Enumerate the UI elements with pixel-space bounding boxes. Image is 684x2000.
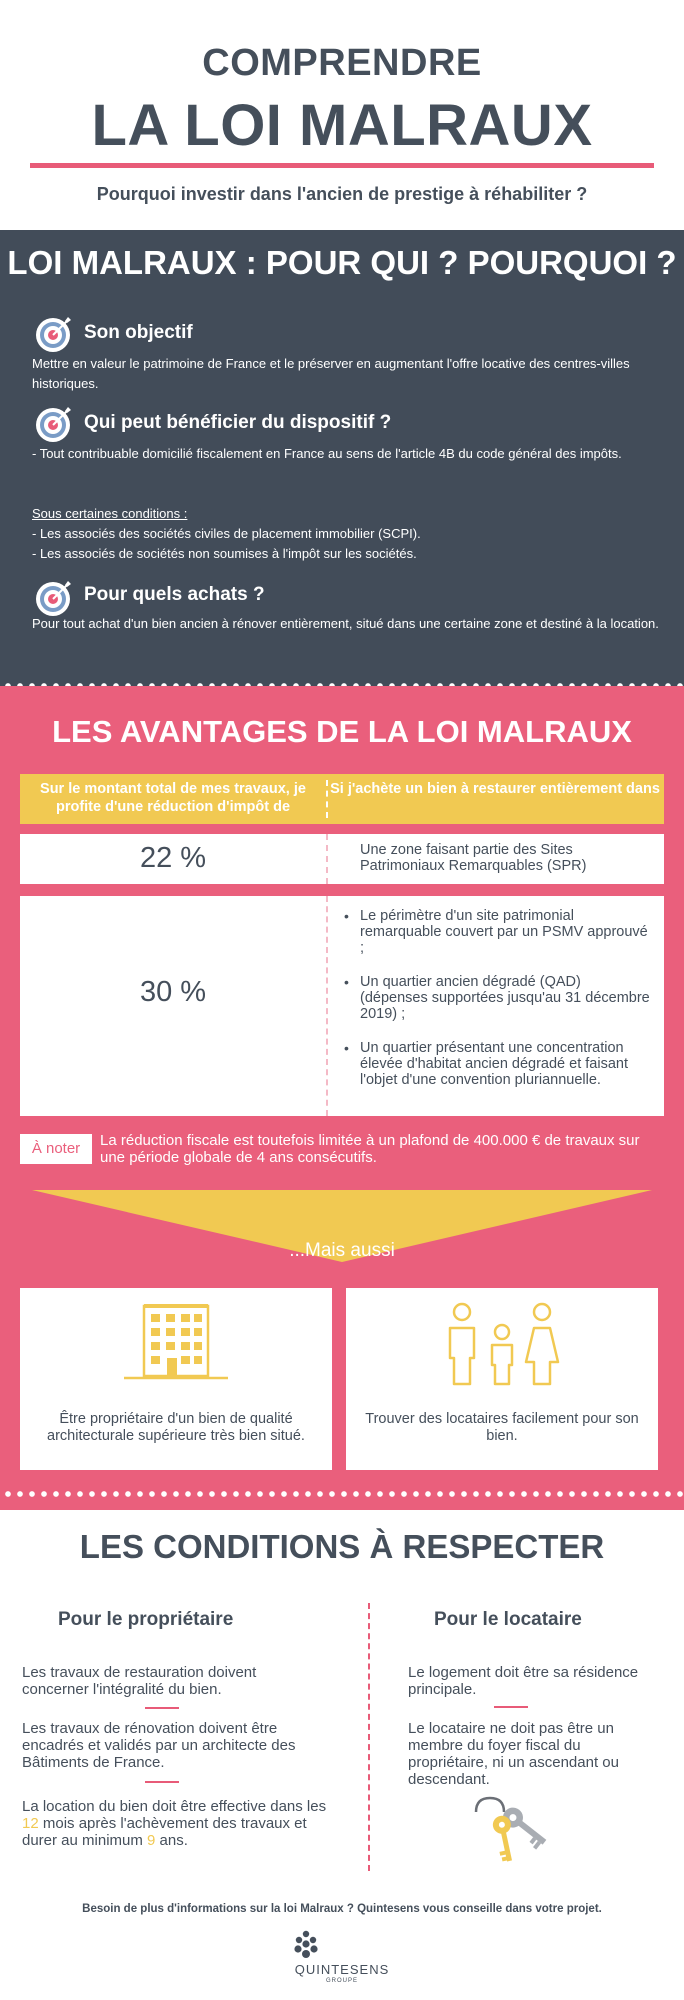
dashed-separator xyxy=(368,1603,370,1871)
logo-name: QUINTESENS xyxy=(294,1962,390,1977)
dashed-separator xyxy=(326,896,328,1116)
header: COMPRENDRE LA LOI MALRAUX Pourquoi inves… xyxy=(0,0,684,230)
logo-subtitle: GROUPE xyxy=(325,1978,358,1984)
short-divider xyxy=(145,1781,179,1783)
achats-title: Pour quels achats ? xyxy=(84,584,265,605)
proprietaire-heading: Pour le propriétaire xyxy=(58,1609,234,1630)
footer-text: Besoin de plus d'informations sur la loi… xyxy=(82,1903,602,1915)
benefit-text: Être propriétaire d'un bien de qualité a… xyxy=(47,1411,305,1444)
bullet: • xyxy=(344,1040,349,1056)
page-subtitle: Pourquoi investir dans l'ancien de prest… xyxy=(96,184,588,204)
reduction-percent: 22 % xyxy=(139,842,207,874)
section-pour-qui: LOI MALRAUX : POUR QUI ? POURQUOI ? Son … xyxy=(0,230,684,690)
zone-item: Le périmètre d'un site patrimonial remar… xyxy=(360,908,648,956)
section-title: LOI MALRAUX : POUR QUI ? POURQUOI ? xyxy=(7,244,677,281)
quintesens-logo-icon xyxy=(294,1930,318,1958)
family-icon xyxy=(448,1302,560,1386)
arrow-down-icon xyxy=(32,1190,652,1262)
highlight-number: 12 xyxy=(22,1815,39,1832)
bullet: • xyxy=(344,974,349,990)
short-divider xyxy=(145,1707,179,1709)
section-title: LES CONDITIONS À RESPECTER xyxy=(79,1528,605,1565)
target-icon xyxy=(36,407,71,442)
conditions-item: - Les associés des sociétés civiles de p… xyxy=(32,526,421,541)
zone-text: Une zone faisant partie des Sites Patrim… xyxy=(360,842,587,874)
condition-text-part: La location du bien doit être effective … xyxy=(22,1798,327,1815)
bullet: • xyxy=(344,908,349,924)
target-icon xyxy=(36,581,71,616)
locataire-heading: Pour le locataire xyxy=(434,1609,582,1630)
condition-text-part: ans. xyxy=(155,1832,188,1849)
section-title: LES AVANTAGES DE LA LOI MALRAUX xyxy=(52,714,632,749)
condition-text: La location du bien doit être effective … xyxy=(22,1798,342,1849)
beneficier-text: - Tout contribuable domicilié fiscalemen… xyxy=(32,446,622,461)
benefit-text: Trouver des locataires facilement pour s… xyxy=(365,1411,639,1444)
condition-text: Le locataire ne doit pas être un membre … xyxy=(408,1720,619,1788)
table-header-left: Sur le montant total de mes travaux, je … xyxy=(40,781,306,815)
achats-text: Pour tout achat d'un bien ancien à rénov… xyxy=(32,616,659,631)
zone-item: Un quartier ancien dégradé (QAD) (dépens… xyxy=(360,974,650,1022)
keys-icon xyxy=(474,1796,547,1862)
building-icon xyxy=(124,1304,228,1380)
note-text: La réduction fiscale est toutefois limit… xyxy=(100,1132,640,1166)
short-divider xyxy=(494,1706,528,1708)
objectif-title: Son objectif xyxy=(84,322,193,343)
condition-text: Le logement doit être sa résidence princ… xyxy=(408,1664,639,1698)
zone-item: Un quartier présentant une concentration… xyxy=(360,1040,628,1088)
mais-aussi-heading: ...Mais aussi xyxy=(289,1240,395,1261)
beneficier-title: Qui peut bénéficier du dispositif ? xyxy=(84,412,392,433)
table-header-right: Si j'achète un bien à restaurer entièrem… xyxy=(330,781,660,797)
section-avantages: LES AVANTAGES DE LA LOI MALRAUX Sur le m… xyxy=(0,686,684,1510)
note-badge: À noter xyxy=(20,1134,92,1164)
condition-text-part: mois après l'achèvement des travaux et d… xyxy=(22,1815,307,1849)
page-title-line1: COMPRENDRE xyxy=(202,42,482,84)
table-header: Sur le montant total de mes travaux, je … xyxy=(20,774,664,824)
dotted-divider xyxy=(0,1490,684,1498)
dashed-separator xyxy=(326,780,328,818)
condition-text: Les travaux de restauration doivent conc… xyxy=(22,1664,257,1698)
page-title-line2: LA LOI MALRAUX xyxy=(91,93,593,158)
conditions-label: Sous certaines conditions : xyxy=(32,506,188,521)
benefit-card: Être propriétaire d'un bien de qualité a… xyxy=(20,1288,332,1470)
reduction-percent: 30 % xyxy=(139,976,207,1008)
title-underline xyxy=(30,163,654,168)
table-row: 30 % • Le périmètre d'un site patrimonia… xyxy=(20,896,664,1116)
condition-text: Les travaux de rénovation doivent être e… xyxy=(22,1720,296,1771)
target-icon xyxy=(36,317,71,352)
highlight-number: 9 xyxy=(147,1832,156,1849)
dashed-separator xyxy=(326,834,328,884)
table-row: 22 % Une zone faisant partie des Sites P… xyxy=(20,834,664,884)
conditions-item: - Les associés de sociétés non soumises … xyxy=(32,546,417,561)
benefit-card: Trouver des locataires facilement pour s… xyxy=(346,1288,658,1470)
objectif-text: Mettre en valeur le patrimoine de France… xyxy=(32,356,630,391)
